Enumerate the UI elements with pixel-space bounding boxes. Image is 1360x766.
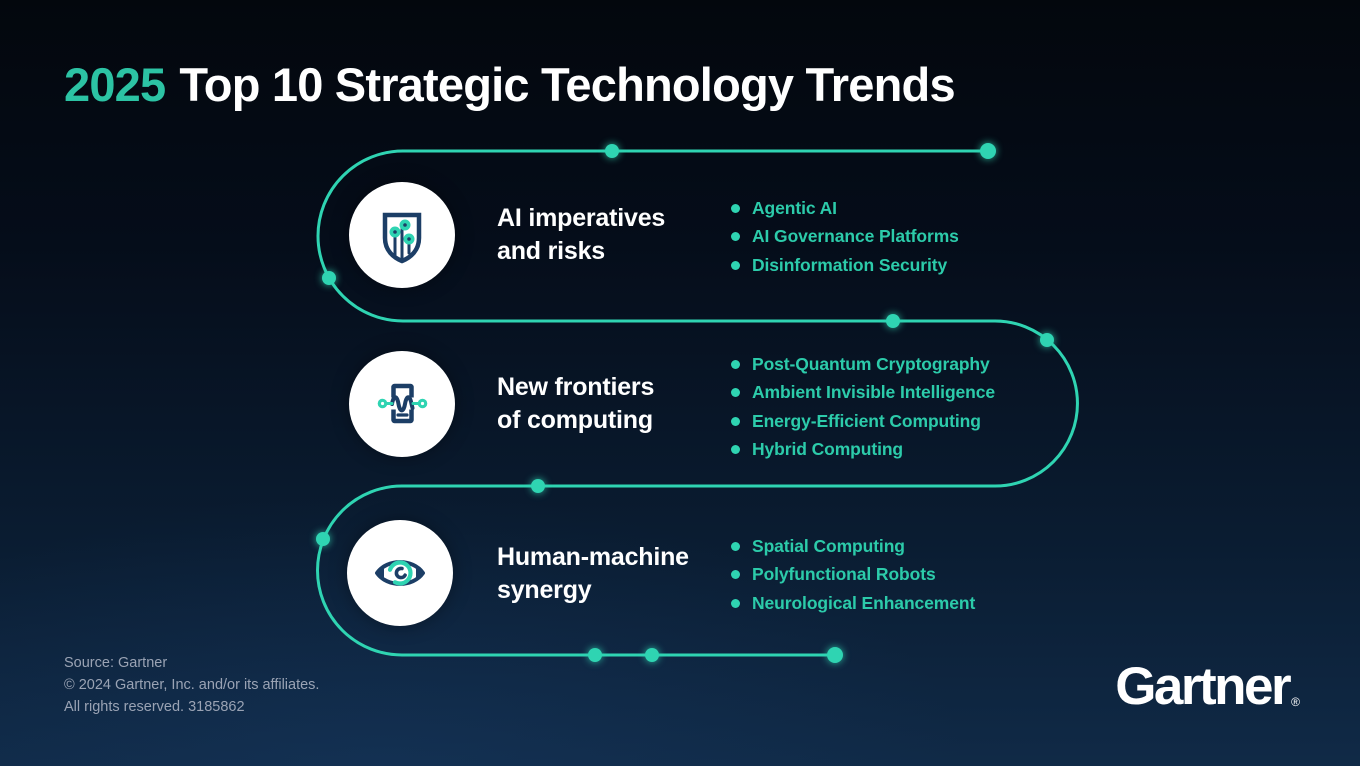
flow-end-dot — [980, 143, 996, 159]
trend-item: Ambient Invisible Intelligence — [731, 379, 995, 408]
eye-icon — [375, 560, 425, 586]
flow-node-dot — [605, 144, 619, 158]
trend-item-label: Post-Quantum Cryptography — [752, 353, 990, 374]
shield-circuit-icon — [382, 212, 422, 264]
section-synergy-icon-circle — [347, 520, 453, 626]
source-attribution: Source: Gartner © 2024 Gartner, Inc. and… — [64, 652, 319, 718]
trend-item-label: Disinformation Security — [752, 254, 948, 275]
quantum-chip-icon — [377, 383, 428, 424]
section-synergy-title: Human-machine synergy — [497, 541, 689, 607]
copyright-line: © 2024 Gartner, Inc. and/or its affiliat… — [64, 677, 320, 693]
rights-line: All rights reserved. 3185862 — [64, 699, 245, 715]
bullet-dot-icon — [731, 570, 740, 580]
trend-item-label: Spatial Computing — [752, 535, 905, 556]
section-computing-title: New frontiers of computing — [497, 371, 654, 437]
trend-item: AI Governance Platforms — [731, 223, 959, 252]
flow-node-dot — [1040, 333, 1054, 347]
section-computing-trend-list: Post-Quantum Cryptography Ambient Invisi… — [731, 350, 995, 464]
trend-item-label: Hybrid Computing — [752, 439, 904, 460]
bullet-dot-icon — [731, 203, 740, 213]
bullet-dot-icon — [731, 260, 740, 270]
gartner-logo-text: Gartner — [1115, 657, 1291, 716]
registered-mark-icon: ® — [1291, 695, 1300, 709]
flow-node-dot — [645, 648, 659, 662]
flow-node-dot — [886, 314, 900, 328]
trend-item: Hybrid Computing — [731, 436, 995, 465]
section-synergy-title-line1: Human-machine — [497, 543, 689, 571]
trend-item-label: Neurological Enhancement — [752, 592, 976, 613]
section-ai-title: AI imperatives and risks — [497, 202, 665, 268]
flow-node-dot — [588, 648, 602, 662]
flow-node-dot — [322, 271, 336, 285]
section-computing-title-line1: New frontiers — [497, 373, 655, 401]
title-year: 2025 — [64, 58, 166, 111]
bullet-dot-icon — [731, 416, 740, 426]
section-ai-title-line1: AI imperatives — [497, 204, 666, 232]
page-title: 2025 Top 10 Strategic Technology Trends — [64, 57, 956, 112]
bullet-dot-icon — [731, 445, 740, 455]
trend-item-label: Agentic AI — [752, 197, 837, 218]
title-rest: Top 10 Strategic Technology Trends — [179, 58, 955, 111]
section-computing-title-line2: of computing — [497, 406, 653, 434]
section-synergy-title-line2: synergy — [497, 576, 592, 604]
trend-item-label: Ambient Invisible Intelligence — [752, 382, 996, 403]
bullet-dot-icon — [731, 598, 740, 608]
trend-item: Agentic AI — [731, 194, 959, 223]
trend-item: Energy-Efficient Computing — [731, 407, 995, 436]
bullet-dot-icon — [731, 388, 740, 398]
flow-node-dot — [531, 479, 545, 493]
source-line: Source: Gartner — [64, 655, 168, 671]
bullet-dot-icon — [731, 541, 740, 551]
gartner-logo: Gartner ® — [1115, 656, 1300, 717]
flow-line — [316, 149, 1079, 657]
trend-item: Polyfunctional Robots — [731, 561, 975, 590]
section-synergy-trend-list: Spatial Computing Polyfunctional Robots … — [731, 532, 975, 618]
section-ai-trend-list: Agentic AI AI Governance Platforms Disin… — [731, 194, 959, 280]
trend-item: Neurological Enhancement — [731, 589, 975, 618]
section-ai-title-line2: and risks — [497, 237, 605, 265]
trend-item: Spatial Computing — [731, 532, 975, 561]
trend-item-label: AI Governance Platforms — [752, 226, 959, 247]
trend-item-label: Polyfunctional Robots — [752, 564, 936, 585]
bullet-dot-icon — [731, 359, 740, 369]
section-ai-icon-circle — [349, 182, 455, 288]
bullet-dot-icon — [731, 232, 740, 242]
trend-item: Post-Quantum Cryptography — [731, 350, 995, 379]
trend-item-label: Energy-Efficient Computing — [752, 410, 981, 431]
trend-item: Disinformation Security — [731, 251, 959, 280]
flow-end-dot — [827, 647, 843, 663]
section-computing-icon-circle — [349, 351, 455, 457]
flow-node-dot — [316, 532, 330, 546]
